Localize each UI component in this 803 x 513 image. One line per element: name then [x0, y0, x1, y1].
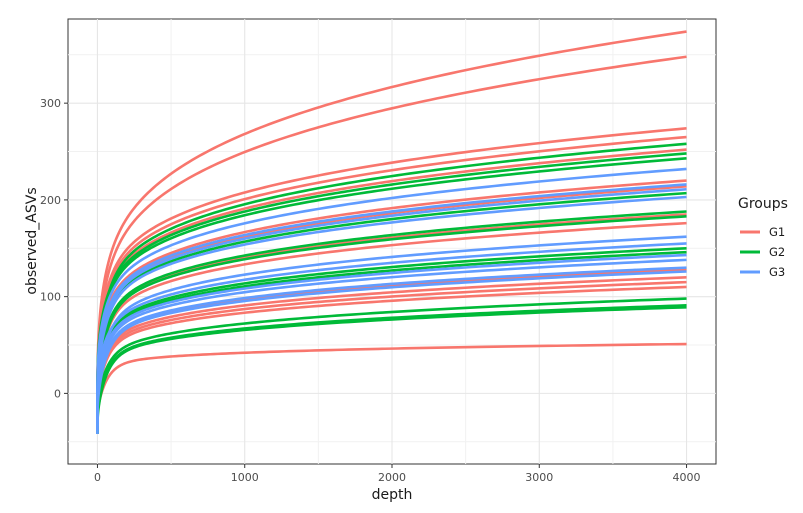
legend-label-g3: G3 — [769, 265, 785, 279]
series-layer — [96, 30, 687, 435]
series-line-g1 — [96, 342, 687, 431]
series-line-g3 — [96, 270, 687, 435]
series-line-g2 — [96, 215, 687, 435]
x-axis-title: depth — [372, 487, 413, 503]
series-line-g2 — [96, 297, 687, 427]
series-line-g1 — [96, 285, 687, 427]
x-tick-label: 2000 — [378, 471, 406, 484]
legend-label-g2: G2 — [769, 245, 785, 259]
series-line-g3 — [96, 195, 687, 431]
legend-label-g1: G1 — [769, 225, 785, 239]
axis-layer: 0 1000 2000 3000 4000 0 100 200 300 — [40, 97, 701, 484]
series-line-g1 — [96, 55, 687, 423]
series-line-g2 — [96, 305, 687, 435]
series-line-g3 — [96, 187, 687, 427]
y-tick-label: 100 — [40, 291, 61, 304]
series-line-g1 — [96, 127, 687, 427]
series-line-g3 — [96, 253, 687, 423]
series-line-g2 — [96, 157, 687, 423]
x-tick-label: 1000 — [231, 471, 259, 484]
y-tick-label: 0 — [54, 387, 61, 400]
legend-title: Groups — [738, 196, 788, 212]
x-tick-label: 3000 — [525, 471, 553, 484]
series-line-g1 — [96, 135, 687, 431]
y-axis-title: observed_ASVs — [24, 187, 40, 294]
series-line-g3 — [96, 258, 687, 427]
y-tick-label: 200 — [40, 194, 61, 207]
series-line-g3 — [96, 242, 687, 419]
x-tick-label: 4000 — [673, 471, 701, 484]
series-line-g3 — [96, 167, 687, 419]
series-line-g1 — [96, 30, 687, 419]
x-tick-label: 0 — [94, 471, 101, 484]
legend: Groups G1 G2 G3 — [738, 196, 788, 279]
y-tick-label: 300 — [40, 97, 61, 110]
